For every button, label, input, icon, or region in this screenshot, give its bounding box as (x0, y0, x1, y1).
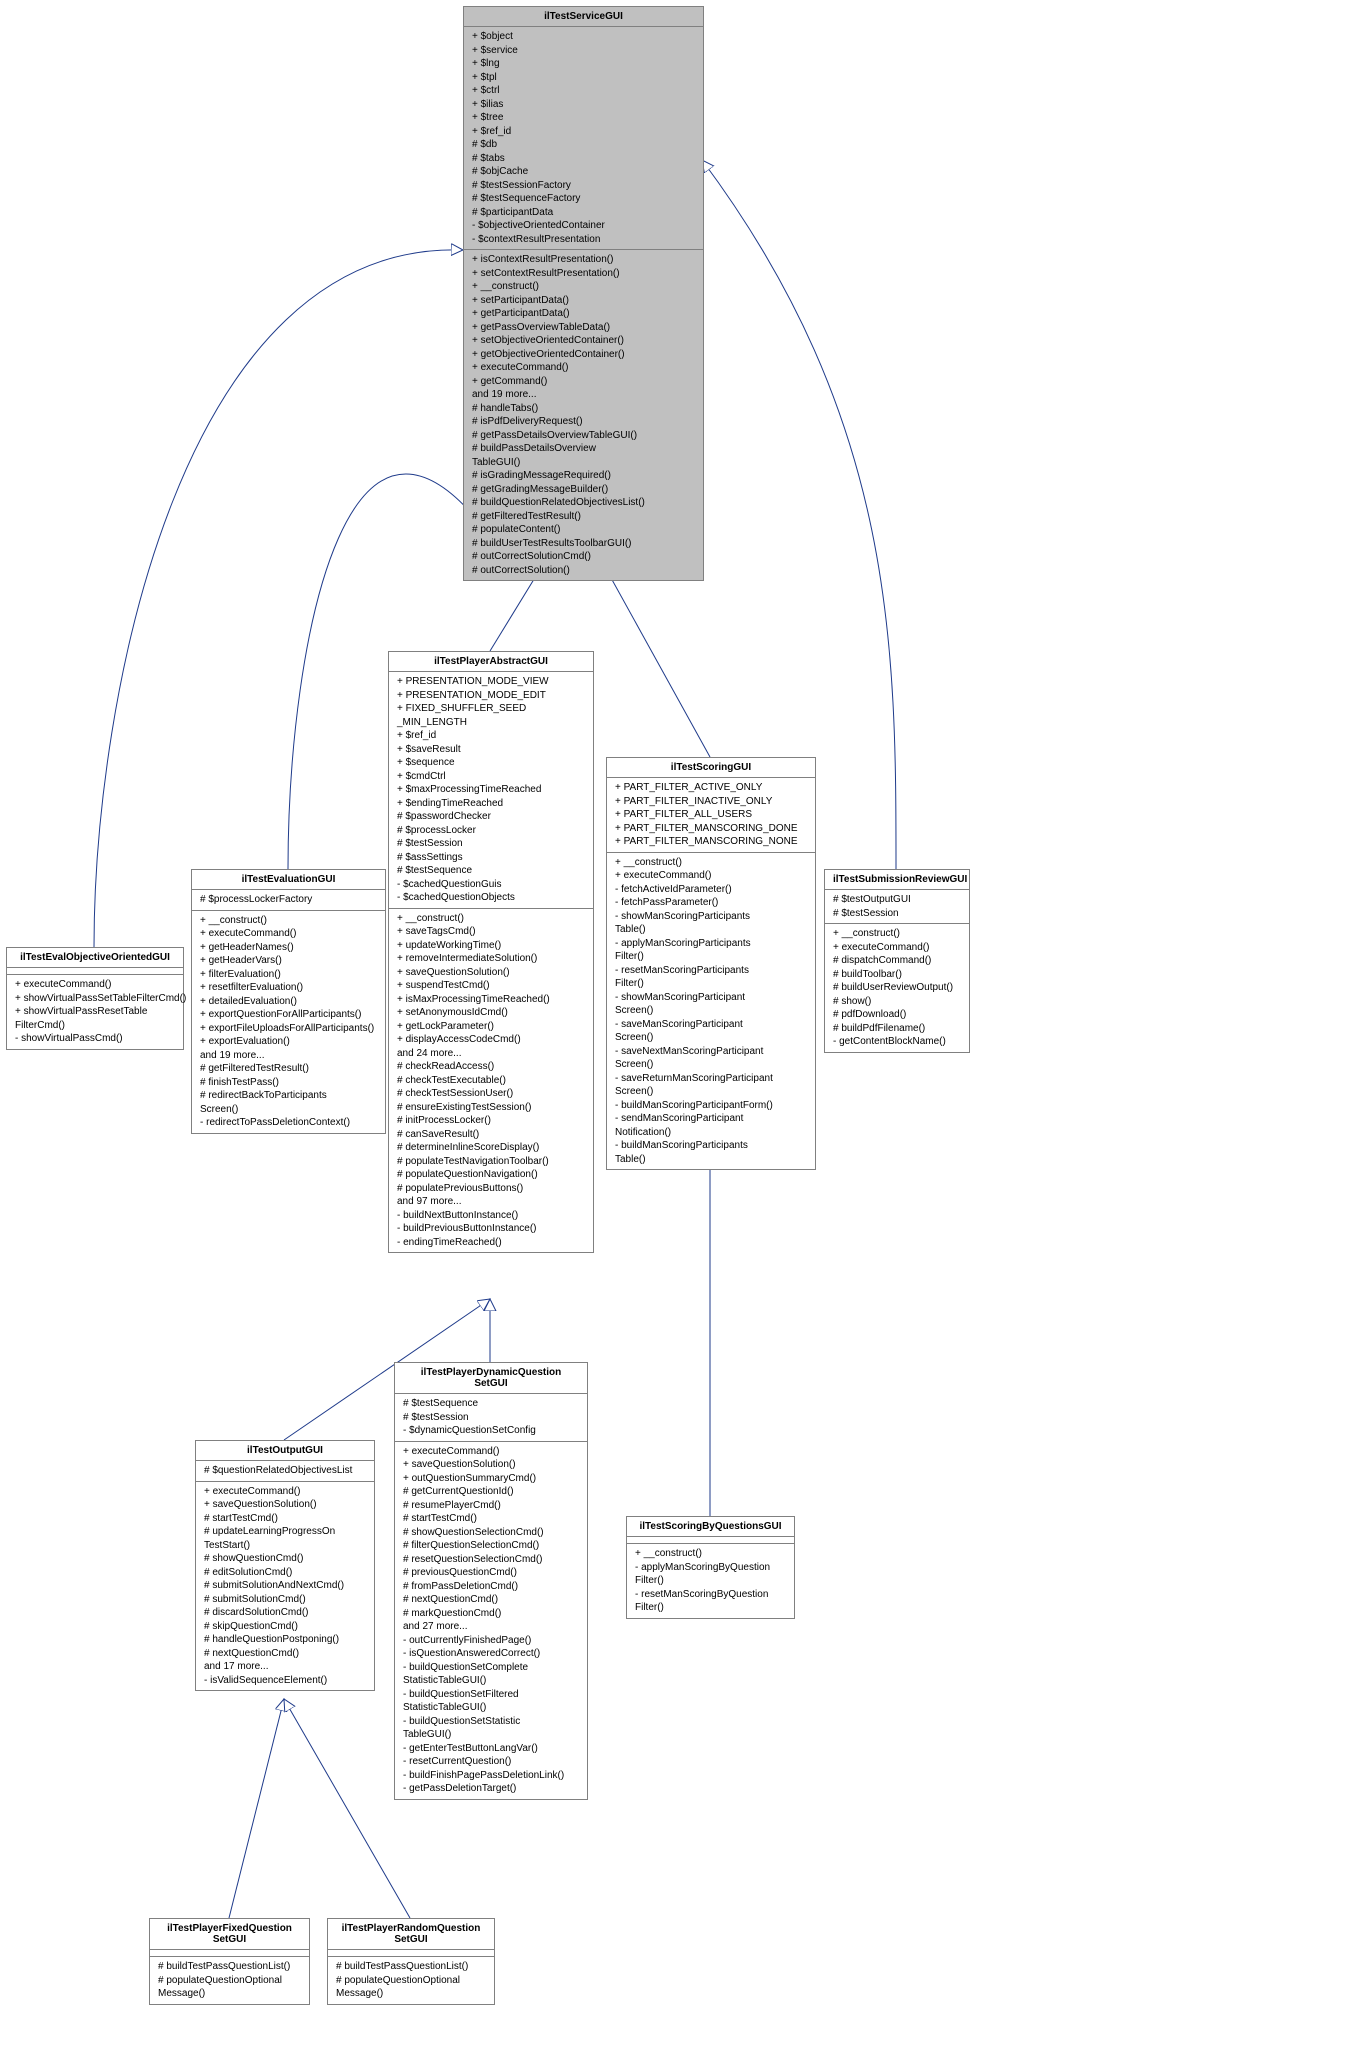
class-attributes (627, 1537, 794, 1544)
class-operations: + executeCommand() + saveQuestionSolutio… (196, 1482, 374, 1691)
class-title: ilTestOutputGUI (196, 1441, 374, 1461)
class-attributes: + PRESENTATION_MODE_VIEW + PRESENTATION_… (389, 672, 593, 909)
class-title: ilTestEvalObjectiveOrientedGUI (7, 948, 183, 968)
class-attributes (150, 1950, 309, 1957)
inheritance-edge (284, 1699, 410, 1918)
class-operations: + __construct() + executeCommand() - fet… (607, 853, 815, 1170)
class-operations: # buildTestPassQuestionList() # populate… (150, 1957, 309, 2004)
class-title: ilTestSubmissionReviewGUI (825, 870, 969, 890)
class-operations: + __construct() - applyManScoringByQuest… (627, 1544, 794, 1618)
class-playerFixed: ilTestPlayerFixedQuestion SetGUI # buildT… (149, 1918, 310, 2005)
class-attributes: + PART_FILTER_ACTIVE_ONLY + PART_FILTER_… (607, 778, 815, 853)
class-playerDyn: ilTestPlayerDynamicQuestion SetGUI# $tes… (394, 1362, 588, 1800)
class-playerAbs: ilTestPlayerAbstractGUI+ PRESENTATION_MO… (388, 651, 594, 1253)
class-operations: # buildTestPassQuestionList() # populate… (328, 1957, 494, 2004)
class-scoringByQ: ilTestScoringByQuestionsGUI + __construct… (626, 1516, 795, 1619)
class-title: ilTestPlayerAbstractGUI (389, 652, 593, 672)
class-scoring: ilTestScoringGUI+ PART_FILTER_ACTIVE_ONL… (606, 757, 816, 1170)
class-operations: + __construct() + executeCommand() # dis… (825, 924, 969, 1052)
class-title: ilTestPlayerRandomQuestion SetGUI (328, 1919, 494, 1950)
class-title: ilTestScoringGUI (607, 758, 815, 778)
class-operations: + __construct() + saveTagsCmd() + update… (389, 909, 593, 1253)
inheritance-edge (229, 1699, 284, 1918)
class-submission: ilTestSubmissionReviewGUI# $testOutputGU… (824, 869, 970, 1053)
class-attributes: # $questionRelatedObjectivesList (196, 1461, 374, 1482)
class-title: ilTestEvaluationGUI (192, 870, 385, 890)
class-attributes: # $testSequence # $testSession - $dynami… (395, 1394, 587, 1442)
class-title: ilTestServiceGUI (464, 7, 703, 27)
inheritance-edge (600, 558, 710, 757)
class-evalObj: ilTestEvalObjectiveOrientedGUI + executeC… (6, 947, 184, 1050)
class-attributes: + $object + $service + $lng + $tpl + $ct… (464, 27, 703, 250)
class-title: ilTestScoringByQuestionsGUI (627, 1517, 794, 1537)
class-title: ilTestPlayerFixedQuestion SetGUI (150, 1919, 309, 1950)
class-root: ilTestServiceGUI+ $object + $service + $… (463, 6, 704, 581)
class-attributes (328, 1950, 494, 1957)
class-output: ilTestOutputGUI# $questionRelatedObjecti… (195, 1440, 375, 1691)
class-operations: + executeCommand() + saveQuestionSolutio… (395, 1442, 587, 1799)
class-title: ilTestPlayerDynamicQuestion SetGUI (395, 1363, 587, 1394)
class-eval: ilTestEvaluationGUI# $processLockerFacto… (191, 869, 386, 1134)
class-playerRandom: ilTestPlayerRandomQuestion SetGUI # build… (327, 1918, 495, 2005)
class-attributes: # $testOutputGUI # $testSession (825, 890, 969, 924)
class-attributes (7, 968, 183, 975)
class-attributes: # $processLockerFactory (192, 890, 385, 911)
uml-diagram: ilTestServiceGUI+ $object + $service + $… (0, 0, 1348, 2063)
class-operations: + __construct() + executeCommand() + get… (192, 911, 385, 1133)
class-operations: + isContextResultPresentation() + setCon… (464, 250, 703, 580)
class-operations: + executeCommand() + showVirtualPassSetT… (7, 975, 183, 1049)
